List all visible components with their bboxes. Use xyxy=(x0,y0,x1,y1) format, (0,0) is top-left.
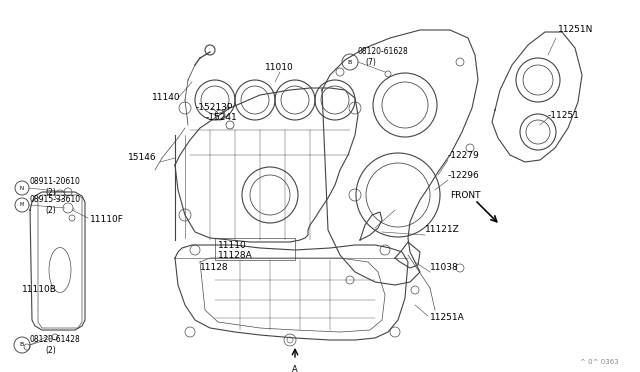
Text: -15241: -15241 xyxy=(206,113,237,122)
Text: 08120-61628: 08120-61628 xyxy=(358,48,409,57)
Text: 11110: 11110 xyxy=(218,241,247,250)
Text: N: N xyxy=(20,186,24,190)
Text: 15146: 15146 xyxy=(128,154,157,163)
Text: -11251: -11251 xyxy=(548,110,580,119)
Text: B: B xyxy=(20,343,24,347)
Text: 11110B: 11110B xyxy=(22,285,57,295)
Text: 11128: 11128 xyxy=(200,263,228,273)
Text: A: A xyxy=(292,365,298,372)
Text: 11038: 11038 xyxy=(430,263,459,273)
Text: ^ 0^ 0363: ^ 0^ 0363 xyxy=(580,359,619,365)
Text: 11110F: 11110F xyxy=(90,215,124,224)
Text: B: B xyxy=(348,60,352,64)
Bar xyxy=(215,238,295,260)
Text: 11121Z: 11121Z xyxy=(425,225,460,234)
Text: 11251A: 11251A xyxy=(430,314,465,323)
Circle shape xyxy=(24,344,30,350)
Text: (7): (7) xyxy=(365,58,376,67)
Text: 11251N: 11251N xyxy=(558,26,593,35)
Text: 08915-33610: 08915-33610 xyxy=(30,196,81,205)
Text: 11128A: 11128A xyxy=(218,250,253,260)
Text: (2): (2) xyxy=(45,205,56,215)
Text: 11010: 11010 xyxy=(265,64,294,73)
Text: (2): (2) xyxy=(45,187,56,196)
Text: -15213P: -15213P xyxy=(196,103,233,112)
Text: -12279: -12279 xyxy=(448,151,480,160)
Text: 08120-61428: 08120-61428 xyxy=(30,336,81,344)
Text: 11140: 11140 xyxy=(152,93,180,103)
Text: M: M xyxy=(20,202,24,208)
Text: FRONT: FRONT xyxy=(450,192,481,201)
Text: (2): (2) xyxy=(45,346,56,355)
Text: 08911-20610: 08911-20610 xyxy=(30,177,81,186)
Text: -12296: -12296 xyxy=(448,170,480,180)
